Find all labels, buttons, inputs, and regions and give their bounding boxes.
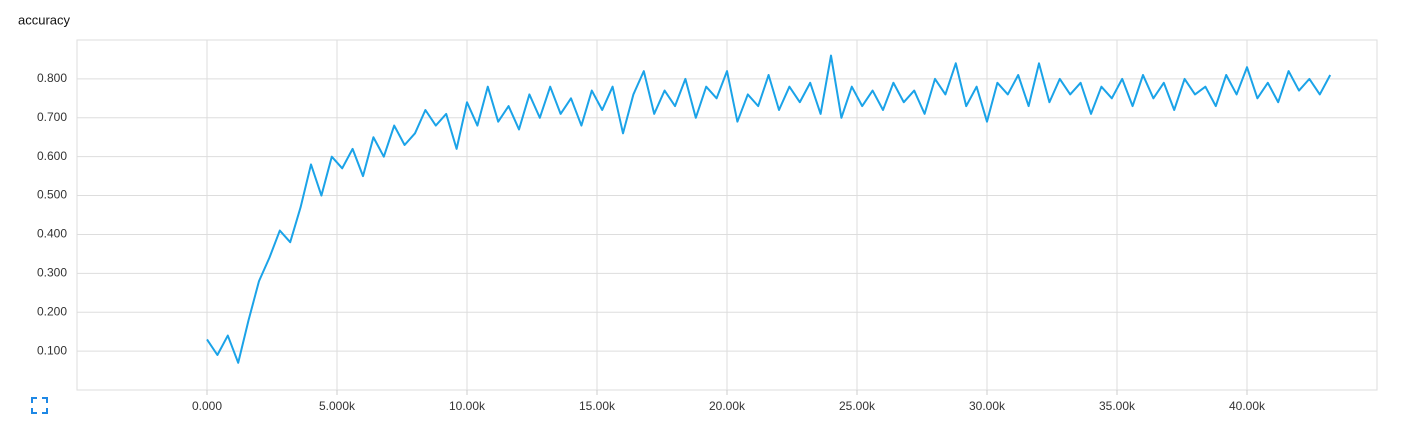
data-line xyxy=(206,54,1332,364)
x-tick-label: 20.00k xyxy=(709,399,746,413)
y-tick-label: 0.200 xyxy=(37,304,67,318)
y-tick-label: 0.600 xyxy=(37,149,67,163)
x-tick-label: 15.00k xyxy=(579,399,616,413)
x-tick-label: 10.00k xyxy=(449,399,486,413)
y-tick-label: 0.100 xyxy=(37,343,67,357)
y-tick-label: 0.400 xyxy=(37,227,67,241)
x-tick-label: 40.00k xyxy=(1229,399,1266,413)
x-tick-label: 5.000k xyxy=(319,399,356,413)
fullscreen-button[interactable] xyxy=(31,397,48,414)
chart-title: accuracy xyxy=(18,12,71,27)
y-tick-label: 0.300 xyxy=(37,266,67,280)
x-tick-label: 25.00k xyxy=(839,399,876,413)
x-tick-label: 0.000 xyxy=(192,399,222,413)
x-tick-label: 35.00k xyxy=(1099,399,1136,413)
y-tick-label: 0.800 xyxy=(37,71,67,85)
x-tick-label: 30.00k xyxy=(969,399,1006,413)
y-tick-label: 0.500 xyxy=(37,188,67,202)
y-tick-label: 0.700 xyxy=(37,110,67,124)
